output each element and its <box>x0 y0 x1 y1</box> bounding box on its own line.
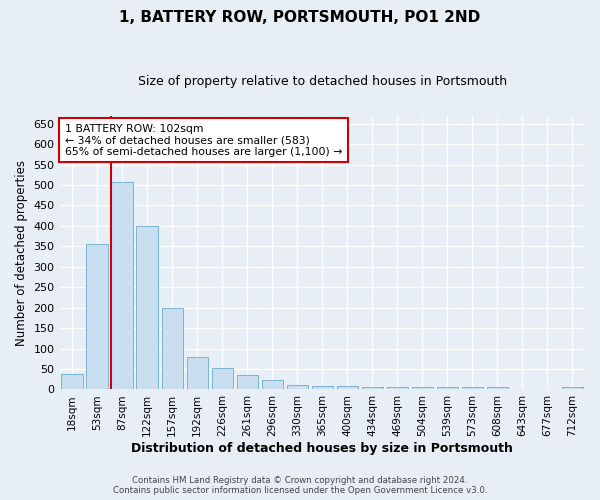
Bar <box>86 244 108 390</box>
Bar <box>387 388 408 390</box>
Bar <box>112 182 133 390</box>
Bar <box>311 386 333 390</box>
Y-axis label: Number of detached properties: Number of detached properties <box>15 160 28 346</box>
Text: Contains HM Land Registry data © Crown copyright and database right 2024.
Contai: Contains HM Land Registry data © Crown c… <box>113 476 487 495</box>
Bar <box>412 388 433 390</box>
Text: 1 BATTERY ROW: 102sqm
← 34% of detached houses are smaller (583)
65% of semi-det: 1 BATTERY ROW: 102sqm ← 34% of detached … <box>65 124 342 157</box>
Bar <box>236 375 258 390</box>
Bar <box>562 388 583 390</box>
X-axis label: Distribution of detached houses by size in Portsmouth: Distribution of detached houses by size … <box>131 442 513 455</box>
Bar <box>337 386 358 390</box>
Bar <box>136 226 158 390</box>
Bar <box>212 368 233 390</box>
Bar <box>161 308 183 390</box>
Bar <box>61 374 83 390</box>
Bar <box>362 388 383 390</box>
Bar <box>287 384 308 390</box>
Title: Size of property relative to detached houses in Portsmouth: Size of property relative to detached ho… <box>138 75 507 88</box>
Bar <box>187 357 208 390</box>
Bar <box>262 380 283 390</box>
Bar <box>462 388 483 390</box>
Bar <box>437 388 458 390</box>
Bar <box>487 388 508 390</box>
Text: 1, BATTERY ROW, PORTSMOUTH, PO1 2ND: 1, BATTERY ROW, PORTSMOUTH, PO1 2ND <box>119 10 481 25</box>
